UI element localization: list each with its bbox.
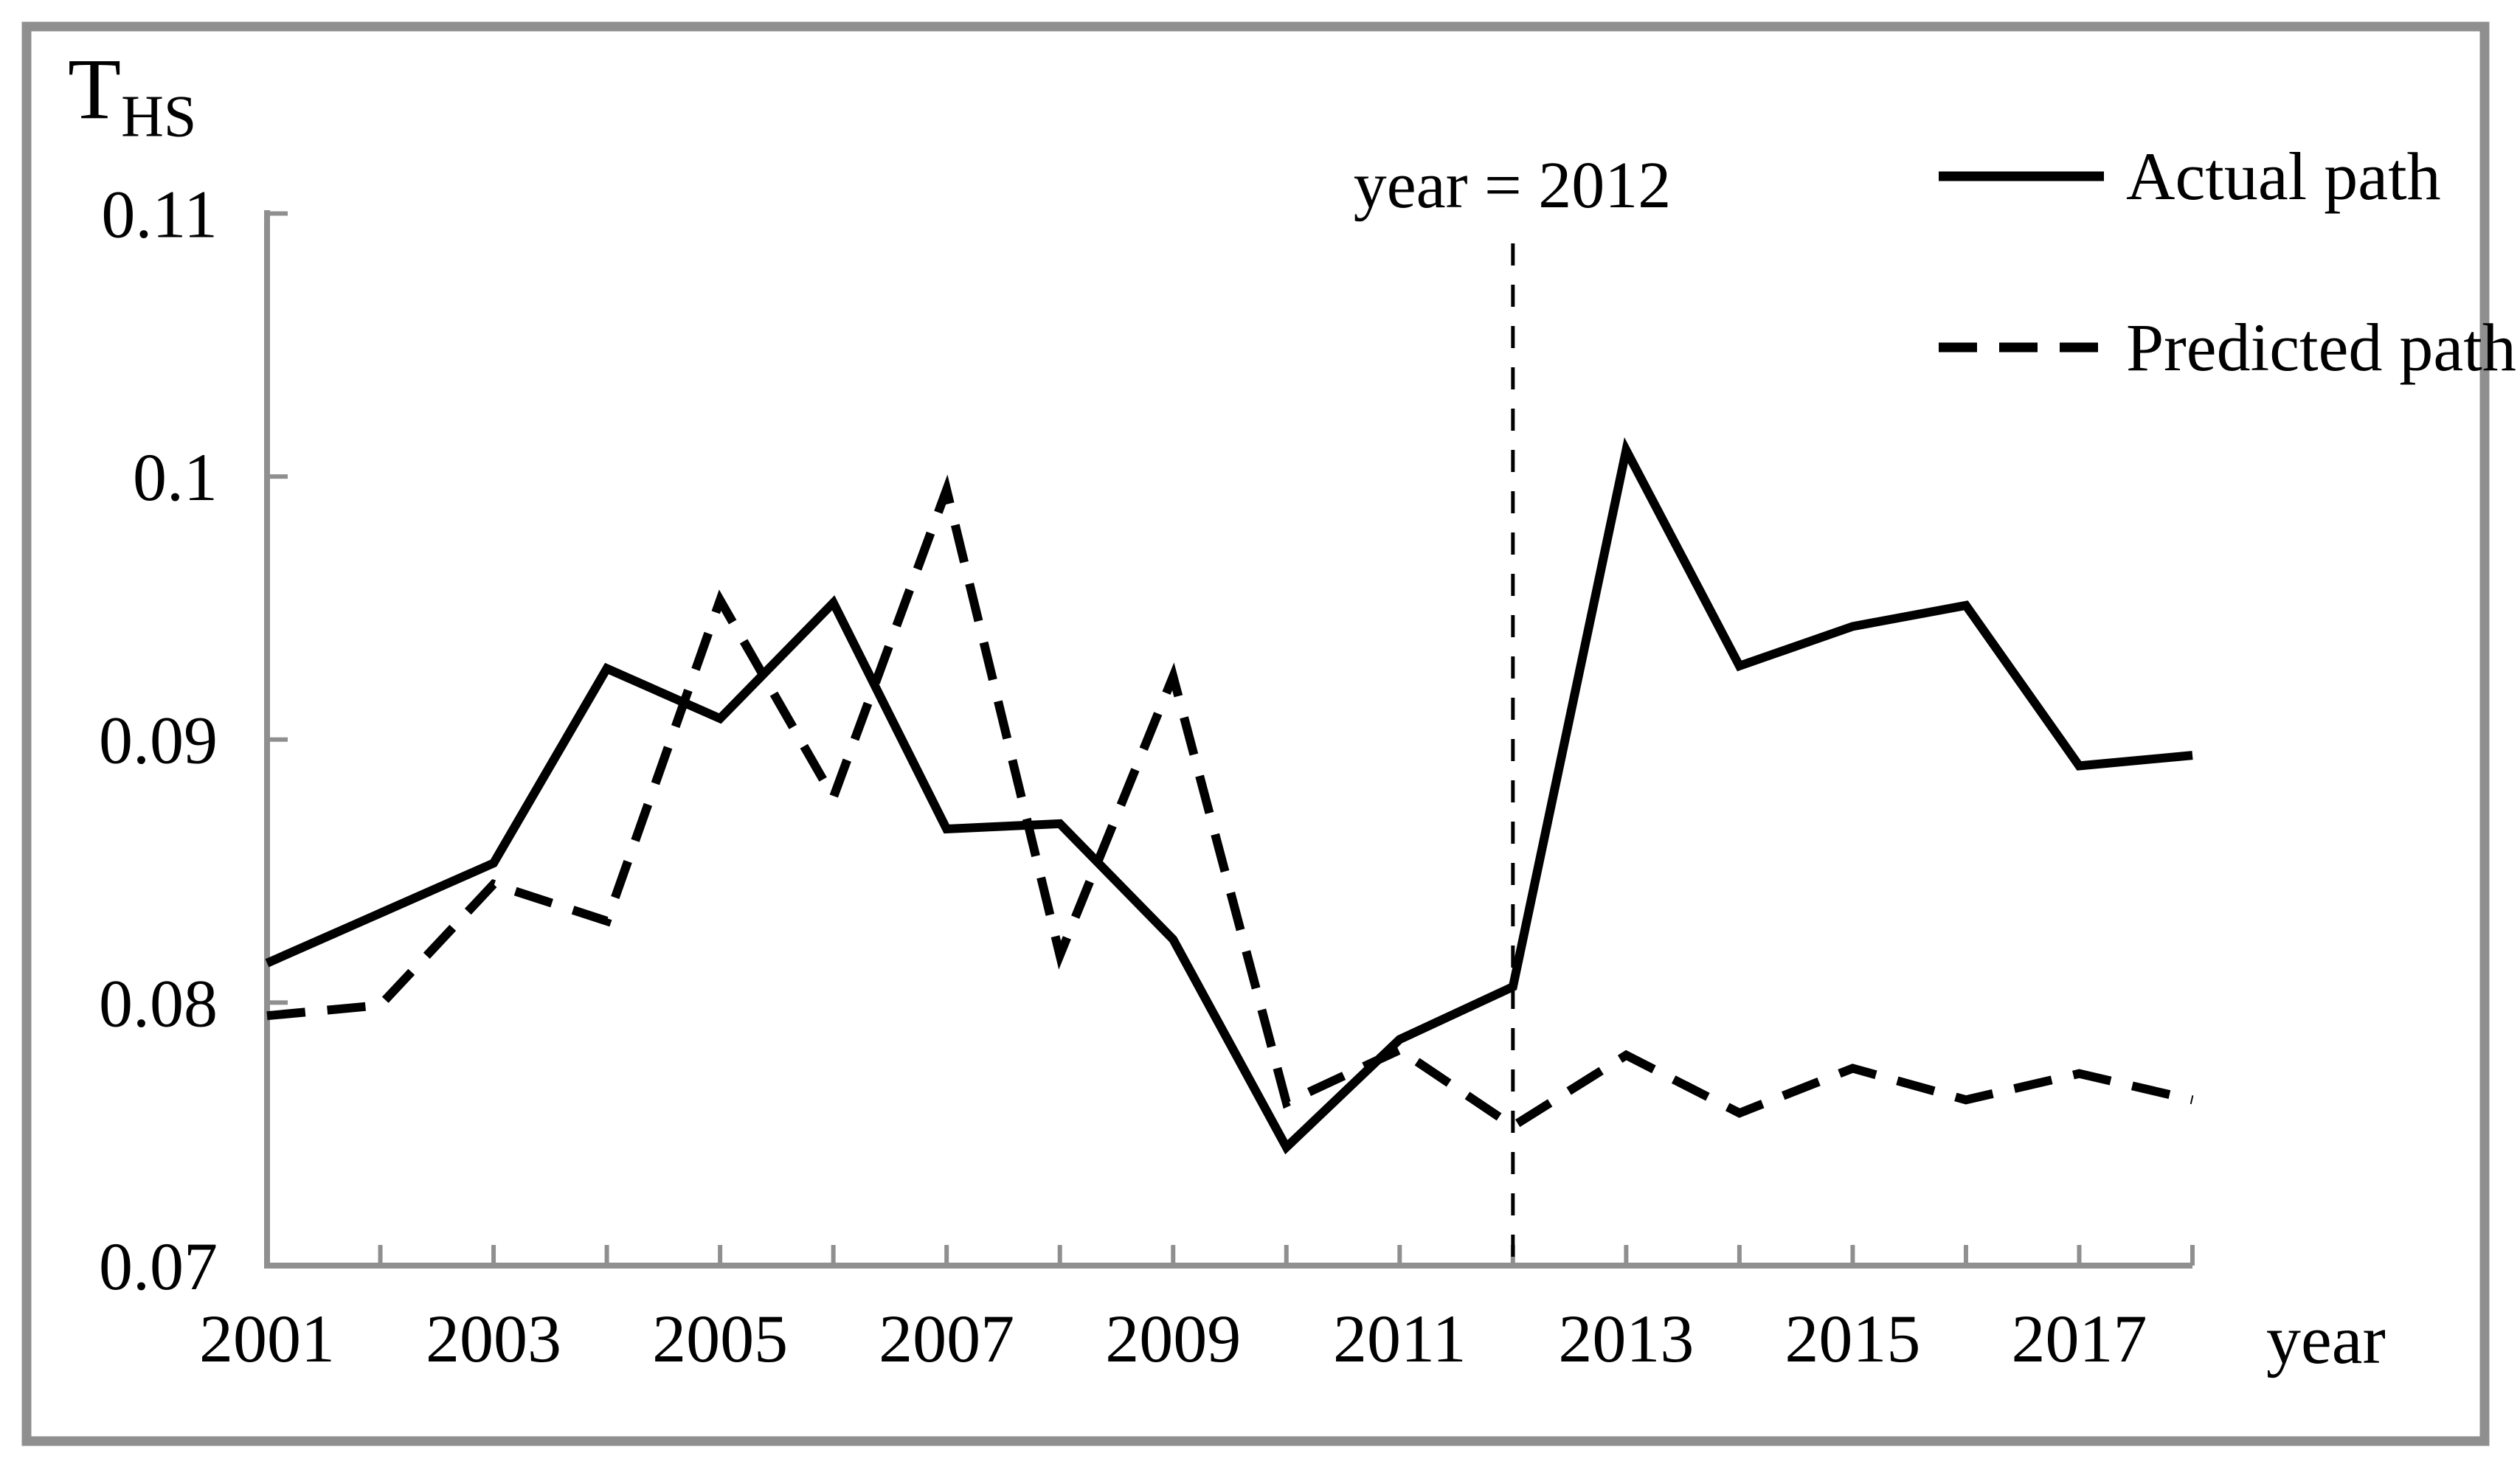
x-tick-label: 2003: [426, 1301, 561, 1376]
legend-label-predicted: Predicted path: [2126, 310, 2516, 385]
predicted-path-line: [266, 474, 2194, 1132]
y-axis-title: THS: [68, 46, 196, 147]
figure-border: [21, 21, 2490, 1446]
x-tick-label: 2011: [1333, 1301, 1467, 1376]
dashed-line-sample-icon: [1939, 342, 2104, 353]
legend-label-actual: Actual path: [2126, 139, 2441, 214]
x-tick-label: 2009: [1105, 1301, 1241, 1376]
actual-path-line: [265, 437, 2193, 1155]
y-tick-label: 0.09: [99, 703, 218, 778]
legend-item-actual: Actual path: [1937, 135, 2516, 218]
legend: Actual path Predicted path: [1937, 135, 2516, 389]
y-axis-title-subscript: HS: [121, 84, 197, 150]
reference-line-annotation: year = 2012: [1353, 149, 1672, 222]
x-tick-label: 2005: [652, 1301, 788, 1376]
x-axis-title: year: [2266, 1302, 2386, 1378]
solid-line-sample-icon: [1939, 171, 2104, 181]
y-tick-label: 0.07: [99, 1229, 218, 1304]
x-tick-label: 2007: [879, 1301, 1014, 1376]
y-tick-label: 0.1: [133, 440, 218, 515]
x-tick-label: 2013: [1558, 1301, 1694, 1376]
y-axis-title-main: T: [68, 41, 122, 137]
y-tick-label: 0.11: [101, 176, 218, 251]
x-tick-label: 2015: [1785, 1301, 1920, 1376]
legend-item-predicted: Predicted path: [1937, 306, 2516, 389]
y-tick-label: 0.08: [99, 965, 218, 1041]
x-tick-label: 2017: [2011, 1301, 2147, 1376]
x-tick-label: 2001: [199, 1301, 335, 1376]
